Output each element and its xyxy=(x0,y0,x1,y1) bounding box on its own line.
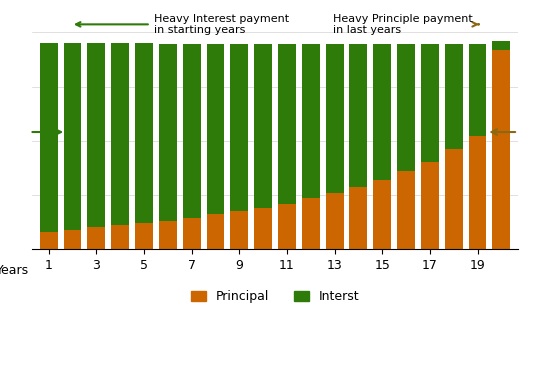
Bar xyxy=(445,44,463,149)
Bar xyxy=(302,44,320,198)
Bar xyxy=(421,163,439,249)
Bar xyxy=(63,43,82,229)
Bar xyxy=(373,180,391,249)
Bar xyxy=(278,44,296,203)
Bar xyxy=(40,43,58,232)
Bar xyxy=(326,44,343,193)
Bar xyxy=(135,223,153,249)
Bar xyxy=(469,44,487,137)
Bar xyxy=(492,50,510,249)
Bar xyxy=(63,229,82,249)
Bar xyxy=(397,44,415,171)
Bar xyxy=(87,43,106,227)
X-axis label: Years: Years xyxy=(0,264,29,277)
Bar xyxy=(350,187,367,249)
Bar xyxy=(111,225,129,249)
Bar xyxy=(87,227,106,249)
Bar xyxy=(206,214,224,249)
Bar xyxy=(254,208,272,249)
Bar xyxy=(397,171,415,249)
Bar xyxy=(111,43,129,225)
Bar xyxy=(326,193,343,249)
Bar xyxy=(278,203,296,249)
Bar xyxy=(230,211,248,249)
Bar xyxy=(206,44,224,214)
Bar xyxy=(373,44,391,180)
Text: Heavy Principle payment
in last years: Heavy Principle payment in last years xyxy=(333,14,479,35)
Bar xyxy=(230,44,248,211)
Bar xyxy=(469,137,487,249)
Bar xyxy=(183,44,200,218)
Bar xyxy=(492,41,510,50)
Bar xyxy=(40,232,58,249)
Legend: Principal, Interst: Principal, Interst xyxy=(185,285,365,308)
Bar xyxy=(159,221,177,249)
Bar xyxy=(254,44,272,208)
Text: Heavy Interest payment
in starting years: Heavy Interest payment in starting years xyxy=(76,14,289,35)
Bar xyxy=(183,218,200,249)
Bar xyxy=(159,44,177,221)
Bar xyxy=(135,43,153,223)
Bar xyxy=(302,198,320,249)
Bar xyxy=(445,149,463,249)
Bar xyxy=(350,44,367,187)
Bar xyxy=(421,44,439,163)
